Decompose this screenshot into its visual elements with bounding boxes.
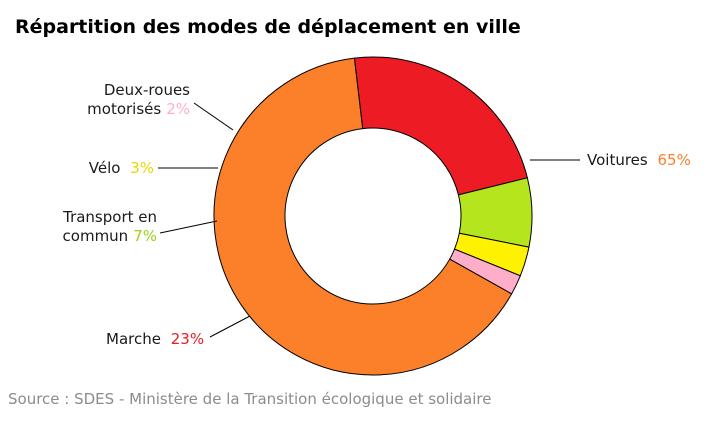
source-note: Source : SDES - Ministère de la Transiti… [8,390,492,408]
leader-line-marche [209,315,251,338]
slice-label-transport: Transport en commun 7% [62,208,157,245]
slice-label-voitures: Voitures 65% [587,151,691,169]
leader-line-deux-roues [193,102,234,131]
slice-label-deux-roues-line-1: Deux-roues [104,81,190,99]
slice-label-velo: Vélo 3% [89,159,154,177]
slice-label-transport-value: 7% [133,227,157,245]
slice-value-velo: 3% [130,159,154,177]
slice-name-voitures: Voitures [587,151,648,169]
chart-title: Répartition des modes de déplacement en … [15,16,521,38]
slice-value-marche: 23% [171,330,204,348]
leader-line-transport [159,220,218,234]
slice-name-velo: Vélo [89,159,121,177]
slice-value-voitures: 65% [658,151,691,169]
donut-slice-voitures [213,57,513,376]
slice-name-marche: Marche [106,330,161,348]
slice-label-transport-line-1: Transport en [62,208,157,226]
slice-label-deux-roues-value: 2% [166,100,190,118]
slice-label-deux-roues-line-2: motorisés [87,100,161,118]
donut-slices [213,56,533,376]
donut-slice-marche [353,56,528,196]
donut-slice-deux-roues-motoris-s [449,248,521,295]
slice-label-transport-line-2: commun [63,227,129,245]
slice-labels: Voitures 65% Marche 23% Transport en comm… [62,81,691,348]
slice-label-marche: Marche 23% [106,330,204,348]
leader-lines [158,102,580,338]
slice-label-deux-roues: Deux-roues motorisés 2% [87,81,190,118]
